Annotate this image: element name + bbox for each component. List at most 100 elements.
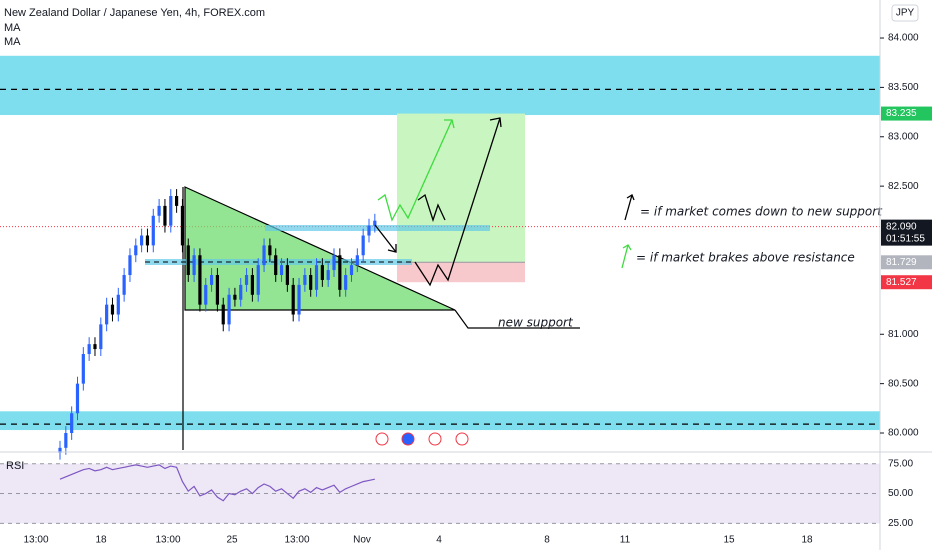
annotation: new support [498, 316, 574, 330]
x-tick-label: 25 [226, 535, 238, 546]
candle-body [186, 245, 190, 276]
y-tick-label: 83.000 [888, 131, 919, 142]
candle-body [314, 265, 319, 290]
candle-body [163, 205, 167, 226]
candle-body [58, 447, 62, 453]
arrows [374, 117, 635, 287]
black-zigzag [417, 193, 446, 223]
candle-body [169, 196, 173, 226]
candles [58, 189, 377, 502]
candle-body [64, 433, 68, 448]
candle-body [87, 344, 91, 355]
candle-body [274, 255, 278, 276]
candle-body [116, 294, 120, 315]
candle-body [355, 255, 359, 266]
price-badge-label: 83.235 [886, 108, 917, 119]
candle-body [204, 284, 208, 305]
y-tick-label: 84.000 [888, 33, 919, 44]
candle-body [128, 255, 132, 276]
candle-body [344, 275, 348, 290]
candle-body [303, 275, 307, 285]
candle-body [145, 235, 150, 246]
candle-body [99, 324, 103, 350]
price-badge [881, 255, 932, 270]
candle-body [361, 235, 365, 256]
candle-body [332, 255, 336, 271]
candle-body [70, 413, 74, 434]
candle-body [326, 270, 330, 280]
chart-title: New Zealand Dollar / Japanese Yen, 4h, F… [4, 7, 265, 19]
annotation: = if market comes down to new support [640, 205, 883, 219]
black-arrowhead [489, 117, 502, 128]
support-band [145, 259, 412, 265]
stop-box [397, 262, 525, 283]
candle-body [122, 275, 126, 295]
candle-body [221, 304, 225, 325]
y-tick-label: 83.500 [888, 82, 919, 93]
y-tick-label: 80.500 [888, 378, 919, 389]
candle-body [105, 304, 109, 325]
event-icon [401, 432, 415, 446]
y-tick-label: 80.000 [888, 428, 919, 439]
candle-body [81, 354, 85, 384]
candle-body [250, 275, 254, 295]
event-icon [375, 432, 389, 446]
candle-body [198, 255, 202, 305]
candle-body [291, 284, 295, 315]
price-badge-label: 81.527 [886, 277, 917, 288]
currency: JPY [896, 8, 915, 19]
price-badge [881, 219, 932, 246]
candle-body [349, 265, 354, 276]
candle-body [244, 275, 249, 285]
rsi-line [59, 464, 375, 502]
price-badge-label: 81.729 [886, 257, 917, 268]
green-arrow [377, 119, 453, 222]
candle-body [256, 265, 260, 295]
x-tick-label: 18 [95, 535, 107, 546]
currency-box [891, 4, 919, 22]
x-tick-label: 15 [723, 535, 735, 546]
rsi-tick-label: 25.00 [888, 518, 913, 529]
legend-arrow-green [621, 244, 629, 269]
y-tick-label: 82.500 [888, 181, 919, 192]
price-badge [881, 275, 932, 290]
black-arrowhead [387, 244, 397, 253]
annotation: = if market brakes above resistance [636, 251, 855, 265]
support-line [454, 309, 580, 329]
candle-body [180, 205, 185, 246]
x-tick-label: 18 [801, 535, 813, 546]
rsi-tick-label: 50.00 [888, 488, 913, 499]
candle-body [233, 294, 237, 300]
under-layer [0, 55, 880, 524]
candle-body [297, 284, 301, 315]
legend-arrowhead [626, 194, 635, 201]
candle-body [157, 205, 161, 216]
x-tick-label: 11 [620, 535, 631, 546]
x-tick-label: 4 [436, 535, 442, 546]
axis-layer: 84.000 83.500 83.000 82.500 81.000 80.500 80.0… [23, 33, 932, 546]
candle-body [151, 215, 155, 246]
candle-body [175, 196, 179, 206]
candle-body [134, 245, 138, 256]
event-icon [428, 432, 442, 446]
indicator: MA [4, 22, 21, 34]
green-arrowhead [444, 119, 455, 129]
black-arrow [374, 224, 397, 253]
candle-body [192, 255, 196, 276]
x-tick-label: 13:00 [155, 535, 180, 546]
candle-body [373, 220, 377, 226]
candle-body [320, 265, 324, 280]
black-arrow-up [414, 117, 501, 287]
price-badge [881, 106, 932, 121]
candle-body [227, 294, 231, 325]
x-tick-label: Nov [353, 535, 371, 546]
candle-body [209, 275, 214, 285]
candle-body [367, 225, 371, 236]
candle-body [93, 344, 97, 350]
candle-body [338, 255, 342, 290]
candle-body [110, 304, 115, 315]
legend-arrowhead [622, 244, 632, 251]
candle-body [262, 245, 266, 266]
rsi-tick-label: 75.00 [888, 458, 913, 469]
legend-arrow-black [624, 194, 633, 221]
